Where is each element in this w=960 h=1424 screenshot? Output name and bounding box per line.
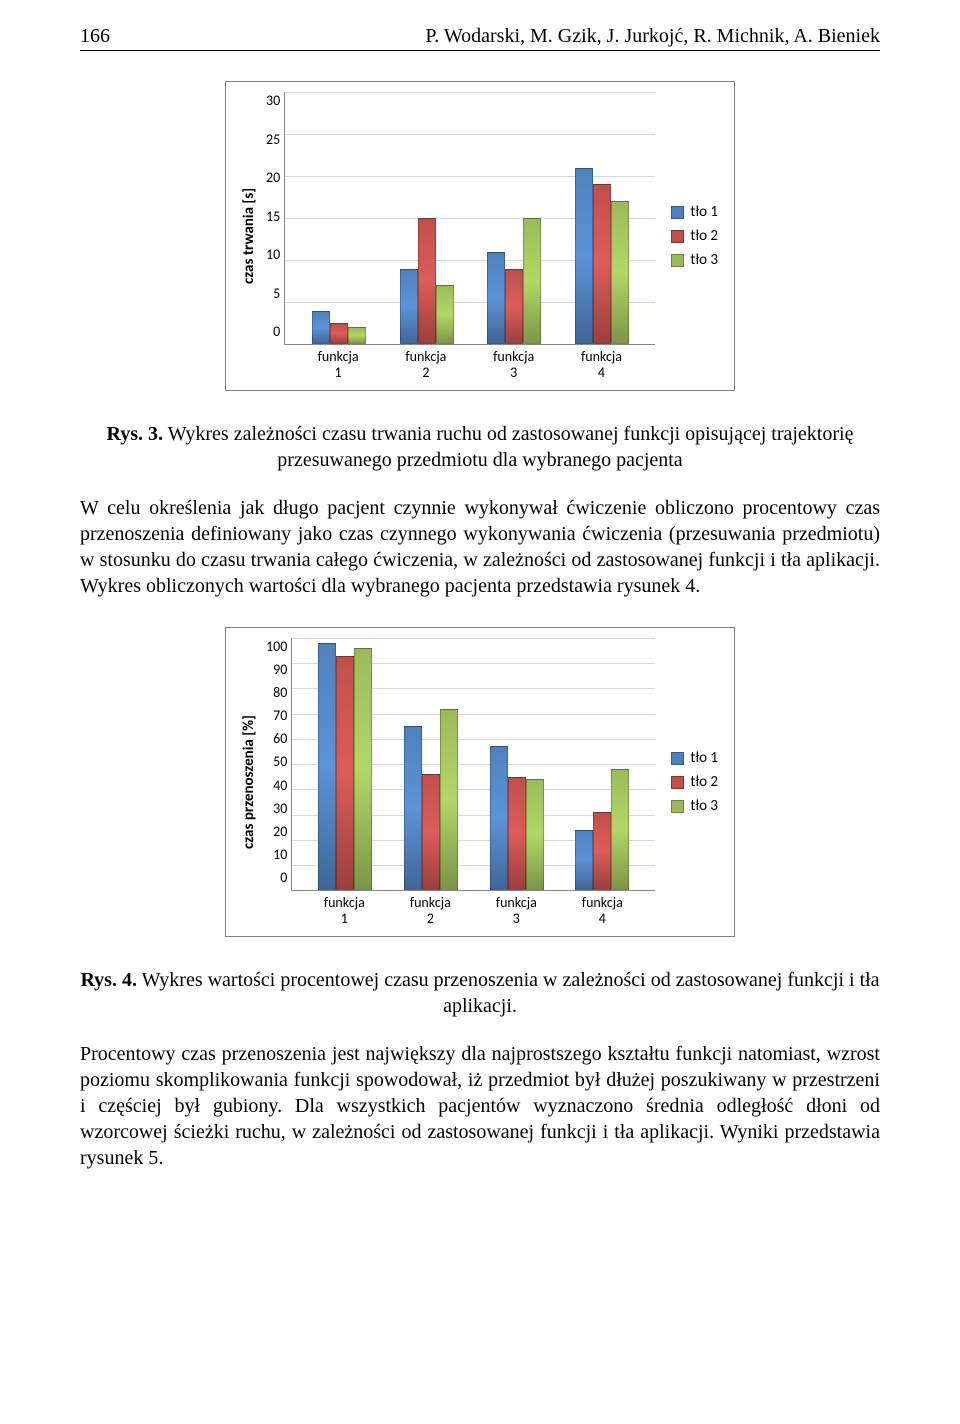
bar (526, 779, 544, 890)
y-tick: 20 (266, 169, 280, 186)
legend-swatch (671, 752, 684, 765)
y-tick: 40 (273, 777, 287, 794)
figure-3-caption: Rys. 3. Wykres zależności czasu trwania … (80, 421, 880, 473)
bar-group (575, 638, 629, 890)
legend-label: tło 3 (690, 797, 718, 815)
legend-swatch (671, 776, 684, 789)
bar (318, 643, 336, 890)
y-tick: 70 (273, 707, 287, 724)
legend-item: tło 3 (671, 251, 718, 269)
y-tick: 5 (273, 285, 280, 302)
x-tick: funkcja1 (308, 349, 368, 380)
paragraph-1: W celu określenia jak długo pacjent czyn… (80, 495, 880, 599)
legend-swatch (671, 206, 684, 219)
y-tick: 20 (273, 823, 287, 840)
plot-area (291, 638, 655, 891)
bar-group (318, 638, 372, 890)
y-tick: 15 (266, 208, 280, 225)
bar (593, 184, 611, 344)
legend-swatch (671, 230, 684, 243)
bar (575, 830, 593, 891)
caption-label: Rys. 3. (107, 423, 164, 445)
bar (523, 218, 541, 344)
caption-label: Rys. 4. (80, 969, 137, 991)
bar (418, 218, 436, 344)
y-ticks: 30 25 20 15 10 5 0 (262, 92, 284, 340)
bar-group (575, 92, 629, 344)
bar (440, 709, 458, 891)
bar (593, 812, 611, 890)
y-axis-label: czas przenoszenia [%] (236, 638, 262, 926)
bar (354, 648, 372, 890)
y-axis-label: czas trwania [s] (236, 92, 262, 380)
y-tick: 30 (273, 800, 287, 817)
y-tick: 90 (273, 661, 287, 678)
y-tick: 60 (273, 730, 287, 747)
chart-2: czas przenoszenia [%]1009080706050403020… (225, 627, 735, 937)
bar-group (312, 92, 366, 344)
legend: tło 1 tło 2 tło 3 (655, 638, 724, 926)
bar (611, 769, 629, 890)
x-tick: funkcja2 (396, 349, 456, 380)
running-header: 166 P. Wodarski, M. Gzik, J. Jurkojć, R.… (80, 25, 880, 51)
y-tick: 30 (266, 92, 280, 109)
bar (505, 269, 523, 345)
y-tick: 100 (266, 638, 287, 655)
bar (404, 726, 422, 890)
legend-item: tło 2 (671, 773, 718, 791)
chart-1: czas trwania [s]302520151050funkcja1funk… (225, 81, 735, 391)
legend-item: tło 1 (671, 749, 718, 767)
page-number: 166 (80, 25, 110, 48)
y-tick: 0 (280, 869, 287, 886)
y-tick: 80 (273, 684, 287, 701)
bar (422, 774, 440, 890)
y-tick: 10 (266, 246, 280, 263)
y-ticks: 1009080706050403020100 (262, 638, 291, 886)
bar (330, 323, 348, 344)
bar (490, 746, 508, 890)
bar-group (400, 92, 454, 344)
bar (436, 285, 454, 344)
legend-swatch (671, 254, 684, 267)
paragraph-2: Procentowy czas przenoszenia jest najwię… (80, 1041, 880, 1171)
bar (487, 252, 505, 344)
legend-label: tło 3 (690, 251, 718, 269)
bar (611, 201, 629, 344)
bar (312, 311, 330, 345)
legend-label: tło 1 (690, 203, 718, 221)
caption-text: Wykres zależności czasu trwania ruchu od… (168, 423, 854, 471)
x-tick: funkcja4 (571, 349, 631, 380)
legend-label: tło 2 (690, 227, 718, 245)
x-tick: funkcja2 (400, 895, 460, 926)
header-authors: P. Wodarski, M. Gzik, J. Jurkojć, R. Mic… (425, 25, 880, 48)
legend-label: tło 2 (690, 773, 718, 791)
y-tick: 50 (273, 753, 287, 770)
bar (336, 656, 354, 891)
y-tick: 10 (273, 846, 287, 863)
legend-item: tło 3 (671, 797, 718, 815)
x-ticks: funkcja1 funkcja2 funkcja3 funkcja4 (284, 345, 655, 380)
legend-label: tło 1 (690, 749, 718, 767)
legend-item: tło 1 (671, 203, 718, 221)
x-ticks: funkcja1 funkcja2 funkcja3 funkcja4 (291, 891, 655, 926)
x-tick: funkcja4 (572, 895, 632, 926)
bar (508, 777, 526, 890)
bar-group (487, 92, 541, 344)
figure-4-caption: Rys. 4. Wykres wartości procentowej czas… (80, 967, 880, 1019)
x-tick: funkcja3 (486, 895, 546, 926)
legend-swatch (671, 800, 684, 813)
x-tick: funkcja1 (314, 895, 374, 926)
bar (400, 269, 418, 345)
x-tick: funkcja3 (484, 349, 544, 380)
bar (348, 327, 366, 344)
plot-area (284, 92, 655, 345)
y-tick: 25 (266, 131, 280, 148)
bar (575, 168, 593, 345)
caption-text: Wykres wartości procentowej czasu przeno… (142, 969, 880, 1017)
legend-item: tło 2 (671, 227, 718, 245)
y-tick: 0 (273, 323, 280, 340)
bar-group (404, 638, 458, 890)
legend: tło 1 tło 2 tło 3 (655, 92, 724, 380)
bar-group (490, 638, 544, 890)
